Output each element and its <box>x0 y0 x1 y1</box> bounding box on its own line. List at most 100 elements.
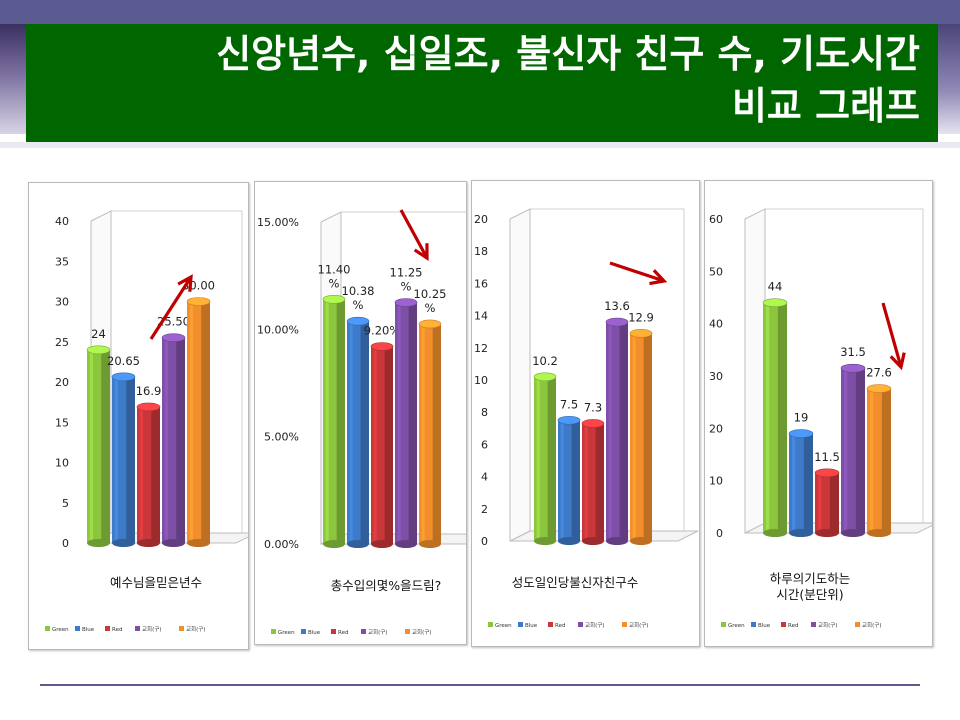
legend-swatch <box>135 626 140 631</box>
legend-swatch <box>179 626 184 631</box>
data-label: 10.38% <box>342 284 375 312</box>
legend: Green Blue Red 교회(구) 교회(구) <box>488 621 648 629</box>
bar <box>533 372 557 545</box>
legend-swatch <box>488 622 493 627</box>
legend-swatch <box>518 622 523 627</box>
chart-panel-unbeliever-friends: 0 2 4 6 8 10 12 14 16 18 20 10.2 7.5 7.3 13.6 12.9 성도일인당… <box>471 180 700 647</box>
y-tick-label: 16 <box>474 277 488 290</box>
title-line-1: 신앙년수, 십일조, 불신자 친구 수, 기도시간 <box>216 32 920 76</box>
legend-entry: Red <box>338 630 348 636</box>
bar <box>814 468 840 537</box>
chart-unbeliever-friends: 0 2 4 6 8 10 12 14 16 18 20 10.2 7.5 7.3 13.612.9 성도일인당… <box>474 208 699 629</box>
legend-swatch <box>45 626 50 631</box>
bar <box>322 294 346 548</box>
chart-panel-years-of-faith: 0 5 10 15 20 25 30 35 40 24 20.65 16.9 25.50 30.00 예수님… <box>28 182 249 650</box>
y-tick-label: 35 <box>55 255 69 268</box>
data-label: 11.5 <box>814 450 840 464</box>
bar <box>629 329 653 545</box>
chart-years-of-faith: 05101520253035402420.6516.925.5030.00예수님… <box>45 210 248 633</box>
chart-tithe: 0.00% 5.00% 10.00% 15.00% 11.40 %10.38 % 9.20% 1… <box>257 209 466 636</box>
y-tick-label: 40 <box>709 318 723 331</box>
data-label: 19 <box>794 411 809 425</box>
bar <box>840 363 866 537</box>
y-tick-label: 12 <box>474 342 488 355</box>
data-label: 12.9 <box>628 310 654 324</box>
bottom-divider <box>40 684 920 686</box>
y-tick-label: 10.00% <box>257 323 299 336</box>
y-tick-label: 10 <box>55 457 69 470</box>
bar <box>346 316 370 548</box>
trend-arrow <box>609 261 668 286</box>
y-tick-label: 0 <box>716 527 723 540</box>
legend-swatch <box>331 629 336 634</box>
legend-entry: Green <box>278 630 295 636</box>
y-tick-label: 50 <box>709 265 723 278</box>
legend-swatch <box>721 622 726 627</box>
slide-title: 신앙년수, 십일조, 불신자 친구 수, 기도시간 비교 그래프 <box>26 24 938 142</box>
y-tick-label: 4 <box>481 471 488 484</box>
legend-entry: 교회(구) <box>368 628 387 636</box>
y-tick-label: 20 <box>55 376 69 389</box>
x-axis-label: 성도일인당불신자친구수 <box>512 575 639 590</box>
y-tick-label: 0 <box>481 535 488 548</box>
bar <box>136 402 161 547</box>
legend-entry: 교회(구) <box>412 628 431 636</box>
legend-entry: Blue <box>758 623 771 629</box>
legend-entry: 교회(구) <box>585 621 604 629</box>
legend-swatch <box>751 622 756 627</box>
legend-entry: Green <box>728 623 745 629</box>
bar <box>581 419 605 545</box>
data-label: 10.2 <box>532 354 558 368</box>
legend-swatch <box>781 622 786 627</box>
bar <box>866 384 892 537</box>
y-tick-label: 14 <box>474 310 488 323</box>
legend-entry: Red <box>788 623 798 629</box>
bar <box>788 429 814 537</box>
y-tick-label: 15.00% <box>257 216 299 229</box>
chart-panel-prayer-time: 0 10 20 30 40 50 60 44 19 11.5 31.5 27.6 하루의기도하는 시간(분… <box>704 180 933 647</box>
y-tick-label: 6 <box>481 438 488 451</box>
data-label: 20.65 <box>107 354 140 368</box>
data-label: 7.5 <box>560 397 578 411</box>
y-tick-label: 15 <box>55 416 69 429</box>
y-tick-label: 5.00% <box>264 431 299 444</box>
title-shadow-band <box>0 142 960 148</box>
bar <box>394 298 418 548</box>
bar <box>111 372 136 547</box>
y-tick-label: 0.00% <box>264 538 299 551</box>
legend-swatch <box>405 629 410 634</box>
bar <box>605 317 629 545</box>
legend-swatch <box>578 622 583 627</box>
y-tick-label: 18 <box>474 245 488 258</box>
bar <box>418 319 442 548</box>
legend-swatch <box>811 622 816 627</box>
chart-prayer-time: 0 10 20 30 40 50 60 44 19 11.5 31.527.6 하루의기도하는 시간(분… <box>709 208 932 629</box>
top-band <box>0 0 960 24</box>
y-tick-label: 30 <box>709 370 723 383</box>
legend-swatch <box>271 629 276 634</box>
legend-swatch <box>75 626 80 631</box>
legend: Green Blue Red 교회(구) 교회(구) <box>45 625 205 633</box>
trend-arrow <box>881 302 906 371</box>
bar <box>161 333 186 547</box>
bar <box>370 342 394 548</box>
legend: Green Blue Red 교회(구) 교회(구) <box>271 628 431 636</box>
legend-entry: Blue <box>525 623 538 629</box>
x-axis-label: 예수님을믿은년수 <box>110 575 202 590</box>
bar <box>86 345 111 547</box>
chart-panel-tithe: 0.00% 5.00% 10.00% 15.00% 11.40% 10.38% 9.20% 1… <box>254 181 467 645</box>
data-label: 16.9 <box>136 384 162 398</box>
data-label: 44 <box>768 280 783 294</box>
y-tick-label: 20 <box>474 213 488 226</box>
y-tick-label: 2 <box>481 503 488 516</box>
data-label: 9.20% <box>364 324 401 338</box>
x-axis-label: 하루의기도하는 시간(분단위) <box>770 571 851 602</box>
y-tick-label: 25 <box>55 336 69 349</box>
legend-entry: 교회(구) <box>818 621 837 629</box>
trend-arrow <box>149 274 193 340</box>
data-label: 13.6 <box>604 299 630 313</box>
side-wall <box>744 208 766 534</box>
y-tick-label: 20 <box>709 422 723 435</box>
legend-entry: Green <box>495 623 512 629</box>
legend-entry: Blue <box>308 630 321 636</box>
